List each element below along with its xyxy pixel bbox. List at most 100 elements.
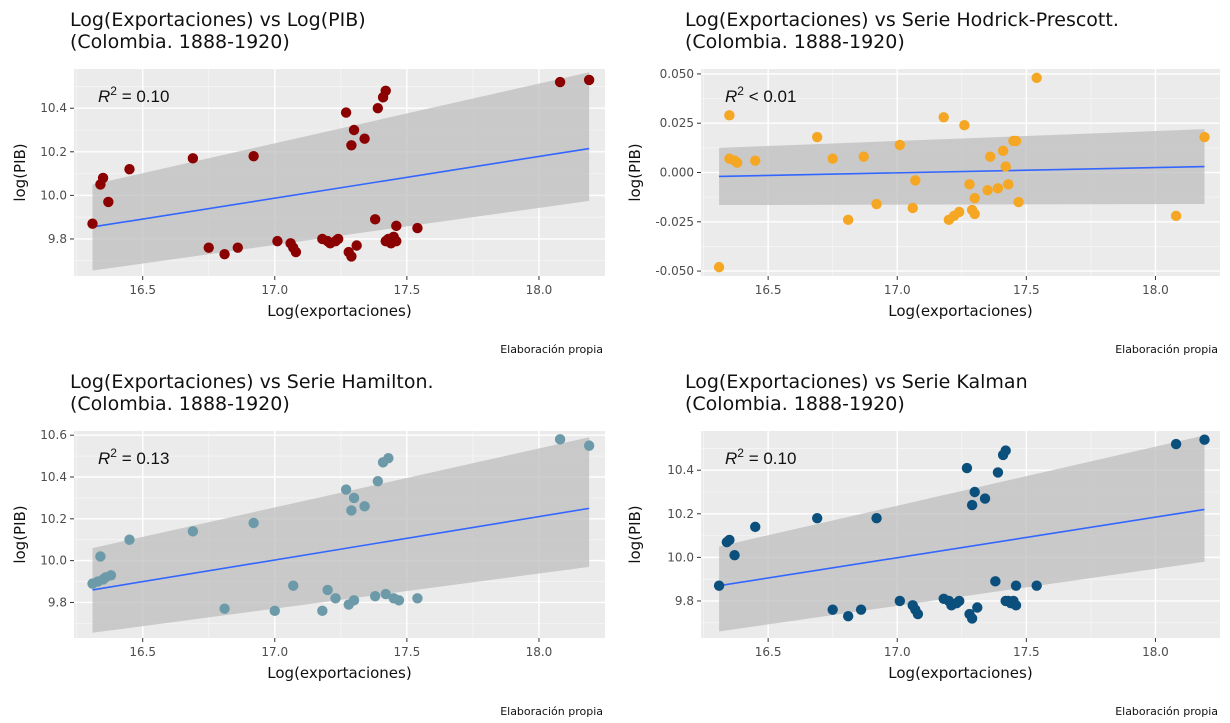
data-point: [992, 467, 1004, 478]
data-point: [724, 534, 735, 546]
data-point: [871, 198, 882, 210]
chart-title: Log(Exportaciones) vs Serie Hodrick-Pres…: [685, 9, 1119, 31]
x-tick-label: 17.5: [1013, 283, 1040, 297]
y-tick-label: 10.2: [40, 512, 67, 526]
x-axis-label: Log(exportaciones): [888, 302, 1032, 320]
data-point: [372, 103, 384, 114]
trend-line: [92, 147, 590, 228]
chart-subtitle: (Colombia. 1888-1920): [70, 393, 290, 415]
data-point: [317, 605, 328, 617]
data-point: [105, 570, 117, 581]
x-tick-label: 17.5: [394, 645, 421, 659]
y-tick-label: 10.2: [40, 145, 67, 159]
chart-svg: Log(Exportaciones) vs Serie Kalman(Colom…: [626, 371, 1220, 718]
data-point: [369, 590, 381, 602]
chart-panel-kalman: Log(Exportaciones) vs Serie Kalman (Colom…: [615, 362, 1230, 723]
chart-subtitle: (Colombia. 1888-1920): [685, 393, 905, 415]
data-point: [124, 164, 135, 175]
data-point: [1010, 580, 1022, 591]
data-point: [380, 588, 391, 600]
x-tick-label: 18.0: [1142, 645, 1169, 659]
data-point: [1199, 131, 1210, 143]
chart-panel-hodrick-prescott: Log(Exportaciones) vs Serie Hodrick-Pres…: [615, 0, 1230, 361]
data-point: [969, 192, 980, 204]
x-tick-label: 17.0: [884, 283, 911, 297]
y-tick-label: 0.000: [660, 166, 694, 180]
y-tick-label: 0.050: [660, 67, 694, 81]
data-point: [842, 214, 854, 226]
data-point: [322, 584, 333, 596]
y-axis-label: log(PIB): [11, 505, 29, 563]
data-point: [359, 133, 370, 144]
data-point: [187, 153, 199, 164]
r-squared-annotation: R2 = 0.10: [98, 84, 169, 106]
data-point: [1000, 161, 1011, 172]
x-tick-label: 18.0: [1142, 283, 1169, 297]
data-point: [219, 603, 230, 614]
data-point: [1003, 179, 1014, 190]
data-point: [982, 185, 993, 196]
data-point: [87, 218, 98, 229]
data-point: [351, 240, 362, 251]
confidence-band: [719, 129, 1205, 206]
data-point: [332, 233, 344, 245]
trend-line: [719, 165, 1205, 178]
y-tick-label: 10.4: [40, 470, 67, 484]
data-point: [811, 512, 823, 524]
data-point: [894, 595, 906, 607]
chart-caption: Elaboración propia: [500, 705, 603, 718]
data-point: [724, 110, 735, 121]
data-point: [248, 517, 259, 529]
data-point: [907, 202, 918, 214]
data-point: [954, 206, 965, 218]
chart-caption: Elaboración propia: [1115, 343, 1218, 356]
data-point: [954, 595, 965, 607]
confidence-band: [92, 72, 590, 271]
chart-svg: Log(Exportaciones) vs Serie Hodrick-Pres…: [626, 9, 1220, 356]
data-point: [348, 595, 360, 606]
data-point: [827, 604, 838, 615]
y-axis-label: log(PIB): [11, 143, 29, 201]
chart-title: Log(Exportaciones) vs Serie Kalman: [685, 371, 1028, 393]
trend-line: [718, 508, 1205, 587]
data-point: [369, 214, 381, 225]
data-point: [1010, 135, 1022, 147]
x-tick-label: 18.0: [526, 283, 553, 297]
data-point: [750, 155, 761, 166]
x-tick-label: 16.5: [755, 283, 782, 297]
chart-caption: Elaboración propia: [500, 343, 603, 356]
data-point: [997, 145, 1009, 157]
data-point: [731, 157, 743, 168]
confidence-band: [92, 437, 590, 633]
data-point: [979, 493, 991, 504]
data-point: [966, 613, 978, 624]
y-tick-label: 9.8: [48, 232, 67, 246]
data-point: [1013, 196, 1024, 208]
data-point: [203, 242, 214, 253]
data-point: [393, 595, 405, 606]
data-point: [290, 246, 302, 258]
data-point: [871, 512, 882, 524]
data-point: [348, 124, 360, 136]
data-point: [1031, 72, 1042, 84]
data-point: [383, 452, 394, 464]
y-tick-label: 10.2: [667, 507, 694, 521]
data-point: [412, 593, 423, 604]
chart-svg: Log(Exportaciones) vs Log(PIB)(Colombia.…: [11, 9, 605, 356]
chart-title: Log(Exportaciones) vs Serie Hamilton.: [70, 371, 434, 393]
data-point: [938, 112, 949, 123]
data-point: [187, 526, 199, 537]
x-tick-label: 16.5: [755, 645, 782, 659]
data-point: [348, 492, 360, 504]
x-axis-label: Log(exportaciones): [267, 302, 411, 320]
data-point: [858, 151, 869, 162]
data-point: [713, 261, 725, 273]
y-tick-label: -0.050: [655, 264, 694, 278]
y-axis-label: log(PIB): [626, 505, 644, 563]
r-squared-annotation: R2 < 0.01: [725, 84, 796, 106]
x-tick-label: 18.0: [526, 645, 553, 659]
data-point: [346, 251, 357, 262]
data-point: [894, 139, 906, 151]
chart-panel-hamilton: Log(Exportaciones) vs Serie Hamilton. (Co…: [0, 362, 615, 723]
y-tick-label: 10.4: [40, 101, 67, 115]
